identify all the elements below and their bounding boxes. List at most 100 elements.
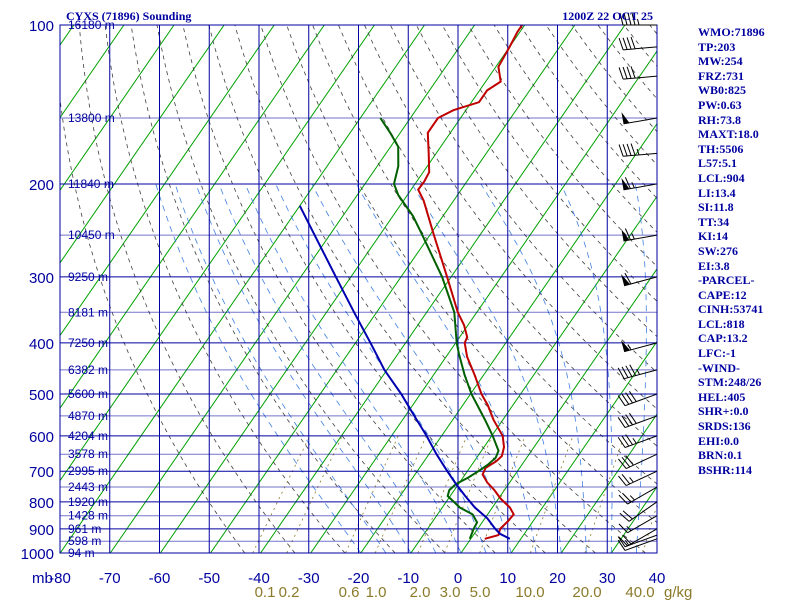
background-lines bbox=[0, 25, 657, 553]
barb-half bbox=[631, 233, 635, 240]
pressure-tick-label: 900 bbox=[29, 522, 54, 539]
moist-adiabat-line bbox=[634, 183, 647, 553]
index-item: WB0:825 bbox=[698, 83, 746, 98]
wind-barb bbox=[621, 112, 658, 125]
barb-shaft bbox=[625, 470, 658, 487]
index-item: SRDS:136 bbox=[698, 419, 751, 434]
index-item: TH:5506 bbox=[698, 141, 744, 156]
height-tick-label: 16180 m bbox=[68, 18, 115, 32]
barb-full bbox=[621, 435, 630, 447]
index-item: BRN:0.1 bbox=[698, 448, 743, 463]
dewpoint-line bbox=[379, 117, 500, 540]
mixing-ratio-unit: g/kg bbox=[664, 584, 692, 600]
valid-time: 1200Z 22 OCT 25 bbox=[562, 9, 653, 23]
wind-barb bbox=[618, 486, 658, 505]
barb-shaft bbox=[623, 75, 658, 80]
index-item: PW:0.63 bbox=[698, 97, 742, 112]
wind-barb bbox=[621, 340, 658, 353]
barb-full bbox=[624, 272, 632, 285]
barb-full bbox=[622, 66, 628, 79]
height-tick-label: 598 m bbox=[68, 534, 101, 548]
barb-full bbox=[621, 415, 630, 427]
moist-adiabat-line bbox=[275, 183, 487, 553]
mixing-ratio-tick-label: 20.0 bbox=[572, 584, 601, 600]
temperature-tick-label: -60 bbox=[149, 570, 171, 587]
barb-full bbox=[621, 366, 629, 378]
mixing-ratio-tick-label: 10.0 bbox=[515, 584, 544, 600]
wind-barb bbox=[619, 12, 657, 26]
index-item: SI:11.8 bbox=[698, 200, 734, 215]
temperature-tick-label: 0 bbox=[454, 570, 462, 587]
isotherm-line bbox=[0, 25, 24, 553]
barb-full bbox=[618, 67, 624, 80]
height-tick-label: 13800 m bbox=[68, 111, 115, 125]
pressure-tick-label: 500 bbox=[29, 387, 54, 404]
wind-barb bbox=[618, 66, 658, 80]
temperature-tick-label: 20 bbox=[549, 570, 566, 587]
wind-barb bbox=[621, 272, 658, 287]
height-tick-label: 1428 m bbox=[68, 509, 108, 523]
temperature-tick-label: -80 bbox=[49, 570, 71, 587]
wind-barb bbox=[618, 528, 658, 547]
temperature-line bbox=[417, 25, 524, 540]
height-tick-label: 6382 m bbox=[68, 363, 108, 377]
index-item: CAP:13.2 bbox=[698, 331, 748, 346]
pressure-tick-label: 600 bbox=[29, 429, 54, 446]
barb-full bbox=[625, 392, 633, 404]
height-tick-label: 8181 m bbox=[68, 305, 108, 319]
index-item: FRZ:731 bbox=[698, 68, 744, 83]
barb-full bbox=[617, 536, 626, 548]
index-item: TP:203 bbox=[698, 39, 736, 54]
wind-barb bbox=[617, 391, 658, 407]
isotherm-line bbox=[460, 268, 657, 553]
wind-barb bbox=[617, 364, 658, 380]
barb-shaft bbox=[624, 393, 658, 407]
isotherm-line bbox=[60, 25, 175, 192]
wind-barb bbox=[621, 228, 658, 242]
height-tick-label: 94 m bbox=[68, 546, 95, 560]
barb-shaft bbox=[624, 534, 658, 548]
barb-full bbox=[618, 523, 628, 534]
index-item: MW:254 bbox=[698, 54, 743, 69]
barb-full bbox=[625, 414, 633, 426]
mixing-ratio-tick-label: 0.1 bbox=[255, 584, 276, 600]
barb-shaft bbox=[623, 152, 658, 157]
stability-indices: WMO:71896 TP:203 MW:254 FRZ:731 WB0:825 PW:0.… bbox=[698, 25, 798, 477]
mixing-ratio-tick-label: 2.0 bbox=[410, 584, 431, 600]
wind-barb bbox=[619, 501, 658, 522]
mixing-ratio-tick-label: 5.0 bbox=[470, 584, 491, 600]
barb-flag bbox=[621, 178, 630, 190]
isotherm-line bbox=[60, 25, 225, 264]
barb-full bbox=[628, 412, 637, 424]
barb-flag bbox=[621, 112, 630, 124]
barb-half bbox=[627, 344, 632, 351]
isotherm-line bbox=[510, 340, 657, 553]
mixing-ratio-line bbox=[286, 435, 343, 553]
barb-shaft bbox=[624, 538, 658, 551]
barb-shaft bbox=[624, 369, 658, 380]
isotherm-line bbox=[210, 25, 576, 553]
barb-shaft bbox=[623, 117, 658, 125]
barb-shaft bbox=[624, 415, 658, 429]
isotherm-line bbox=[310, 50, 657, 553]
height-tick-label: 2443 m bbox=[68, 480, 108, 494]
isotherm-line bbox=[260, 25, 626, 553]
mixing-ratio-tick-label: 3.0 bbox=[440, 584, 461, 600]
barb-full bbox=[622, 37, 628, 50]
index-item: EI:3.8 bbox=[698, 258, 730, 273]
barb-full bbox=[622, 510, 633, 520]
moist-adiabat-line bbox=[218, 183, 437, 553]
height-tick-label: 961 m bbox=[68, 522, 101, 536]
dry-adiabat-line bbox=[312, 25, 657, 485]
barb-half bbox=[624, 539, 630, 546]
barb-shaft bbox=[623, 46, 658, 51]
barb-full bbox=[621, 456, 631, 468]
index-item: KI:14 bbox=[698, 229, 728, 244]
wind-barb bbox=[617, 412, 658, 429]
mixing-ratio-line bbox=[584, 435, 625, 553]
height-tick-label: 7250 m bbox=[68, 336, 108, 350]
pressure-tick-label: 1000 bbox=[21, 546, 54, 563]
barb-flag bbox=[621, 274, 630, 286]
